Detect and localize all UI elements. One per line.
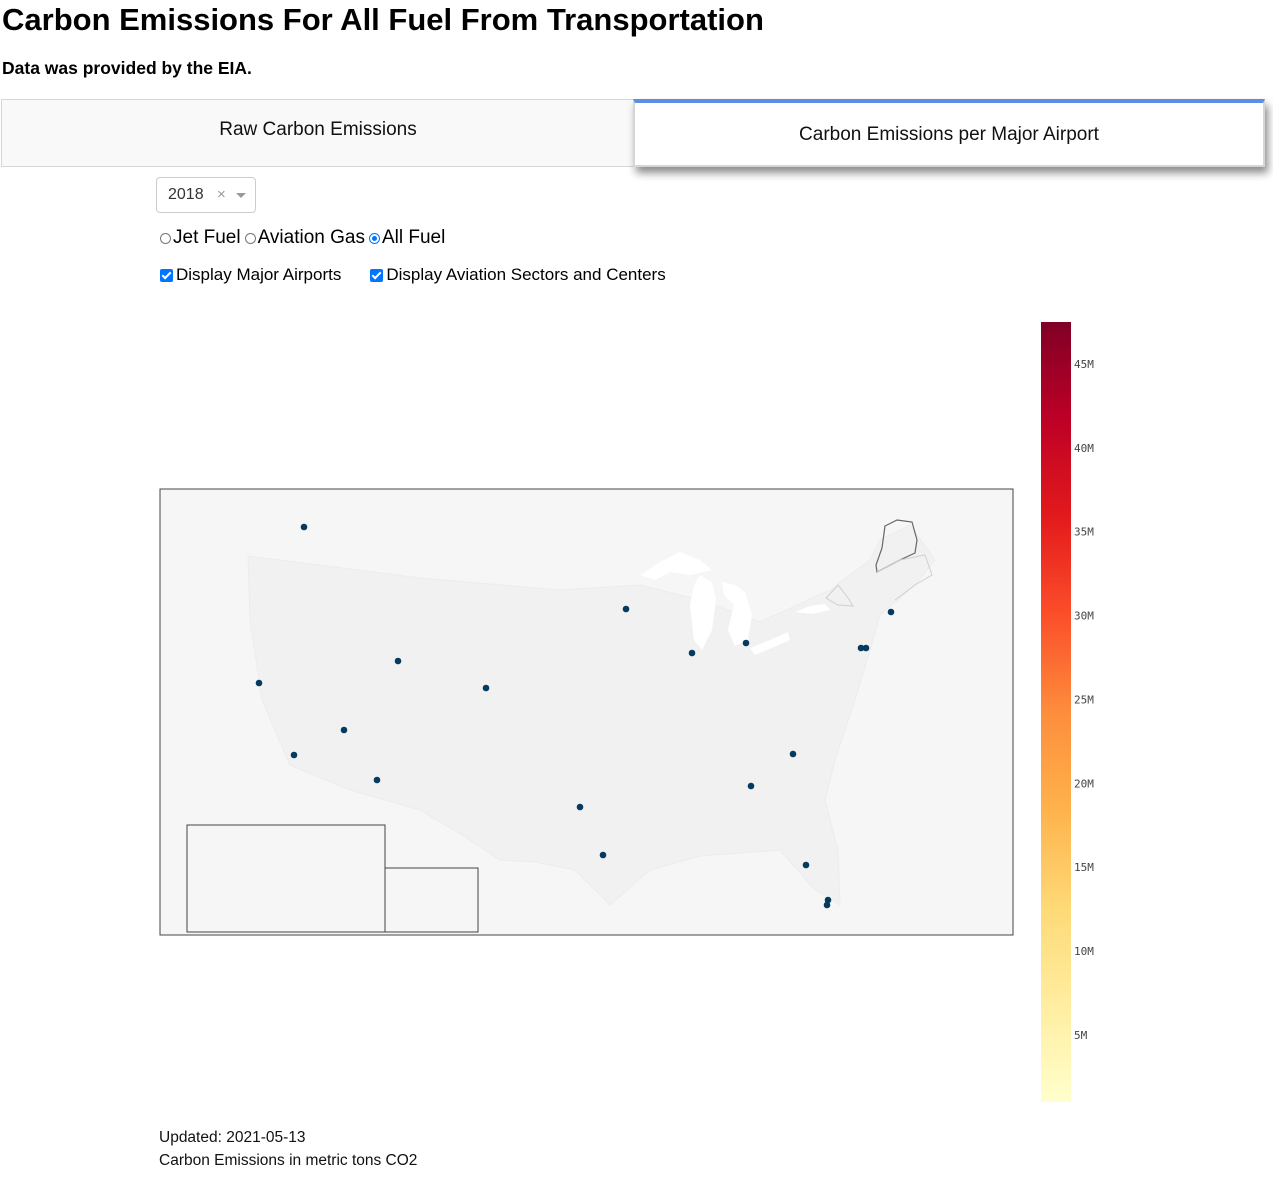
airport-marker[interactable]	[290, 751, 298, 759]
new-england-outline	[825, 554, 933, 607]
checkbox-display-major-airports[interactable]: Display Major Airports	[160, 265, 341, 285]
maine-outline	[875, 519, 918, 573]
airport-markers	[255, 523, 895, 909]
chevron-down-icon[interactable]	[236, 193, 246, 198]
colorbar-tick-label: 10M	[1074, 945, 1094, 958]
radio-jet-fuel[interactable]: Jet Fuel	[160, 227, 241, 249]
data-source-note: Data was provided by the EIA.	[2, 58, 252, 78]
colorbar-tick-label: 45M	[1074, 358, 1094, 371]
checkbox-label: Display Major Airports	[176, 265, 342, 284]
tab-label: Carbon Emissions per Major Airport	[799, 124, 1099, 145]
year-dropdown[interactable]: 2018 ×	[156, 177, 256, 213]
airport-marker[interactable]	[255, 679, 263, 687]
clear-icon[interactable]: ×	[217, 186, 226, 203]
airport-marker[interactable]	[482, 684, 490, 692]
tab-carbon-emissions-per-major-airport[interactable]: Carbon Emissions per Major Airport	[633, 99, 1265, 167]
colorbar-tick-label: 35M	[1074, 526, 1094, 539]
airport-marker[interactable]	[857, 644, 865, 652]
radio-button[interactable]	[244, 232, 256, 244]
airport-marker[interactable]	[576, 803, 584, 811]
airport-marker[interactable]	[373, 776, 381, 784]
checkbox[interactable]	[370, 268, 384, 282]
airport-marker[interactable]	[394, 657, 402, 665]
units-note: Carbon Emissions in metric tons CO2	[159, 1152, 418, 1169]
airport-marker[interactable]	[742, 639, 750, 647]
airport-marker[interactable]	[789, 750, 797, 758]
radio-label: All Fuel	[381, 227, 446, 248]
radio-all-fuel[interactable]: All Fuel	[368, 227, 446, 249]
tab-label: Raw Carbon Emissions	[219, 119, 417, 140]
radio-button[interactable]	[368, 232, 380, 244]
colorbar-tick-label: 15M	[1074, 861, 1094, 874]
airport-marker[interactable]	[622, 605, 630, 613]
updated-date: Updated: 2021-05-13	[159, 1129, 306, 1146]
footer-notes: Updated: 2021-05-13 Carbon Emissions in …	[159, 1126, 417, 1172]
airport-marker[interactable]	[823, 901, 831, 909]
airport-marker[interactable]	[599, 851, 607, 859]
display-options: Display Major Airports Display Aviation …	[160, 265, 666, 285]
page-title: Carbon Emissions For All Fuel From Trans…	[2, 2, 764, 37]
radio-label: Aviation Gas	[257, 227, 365, 248]
us-landmass	[247, 524, 936, 906]
colorbar: 45M 40M 35M 30M 25M 20M 15M 10M 5M	[1041, 322, 1094, 1102]
colorbar-tick-label: 20M	[1074, 777, 1094, 790]
colorbar-tick-label: 5M	[1074, 1029, 1088, 1042]
colorbar-gradient	[1041, 322, 1071, 1102]
airport-marker[interactable]	[824, 896, 832, 904]
year-dropdown-value: 2018	[168, 186, 204, 203]
map-plot-area[interactable]	[159, 488, 1014, 936]
airport-marker[interactable]	[862, 644, 870, 652]
airport-marker[interactable]	[300, 523, 308, 531]
colorbar-tick-label: 30M	[1074, 610, 1094, 623]
colorbar-tick-label: 40M	[1074, 442, 1094, 455]
checkbox-label: Display Aviation Sectors and Centers	[386, 265, 666, 284]
radio-aviation-gas[interactable]: Aviation Gas	[244, 227, 365, 249]
checkbox-display-aviation-sectors[interactable]: Display Aviation Sectors and Centers	[370, 265, 666, 285]
tab-raw-carbon-emissions[interactable]: Raw Carbon Emissions	[1, 99, 635, 167]
hawaii-inset-box	[384, 867, 479, 933]
airport-marker[interactable]	[887, 608, 895, 616]
airport-marker[interactable]	[340, 726, 348, 734]
airport-marker[interactable]	[802, 861, 810, 869]
radio-button[interactable]	[160, 232, 171, 244]
airport-marker[interactable]	[688, 649, 696, 657]
checkbox[interactable]	[160, 268, 173, 282]
great-lakes	[640, 552, 830, 655]
fuel-type-radio-group: Jet Fuel Aviation Gas All Fuel	[160, 227, 449, 249]
airport-marker[interactable]	[747, 782, 755, 790]
radio-label: Jet Fuel	[173, 227, 241, 248]
colorbar-tick-label: 25M	[1074, 693, 1094, 706]
